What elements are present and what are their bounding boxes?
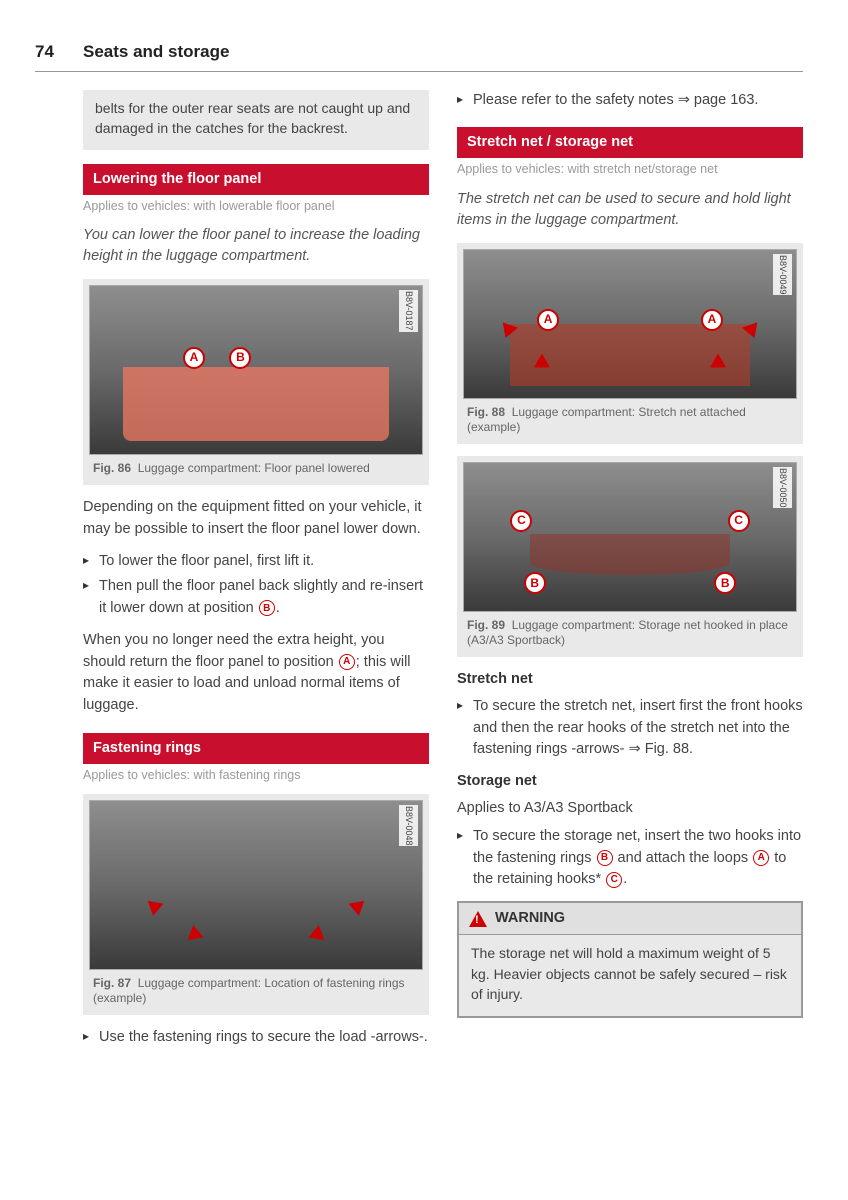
badge-a-icon: A — [701, 309, 723, 331]
figure-code: B8V-0050 — [773, 467, 792, 509]
page-number: 74 — [35, 40, 83, 65]
fig-prefix: Fig. 87 — [93, 976, 131, 990]
figure-88-caption: Fig. 88 Luggage compartment: Stretch net… — [463, 399, 797, 438]
fig-caption-text: Luggage compartment: Storage net hooked … — [467, 618, 788, 648]
badge-b-icon: B — [524, 572, 546, 594]
figure-87-caption: Fig. 87 Luggage compartment: Location of… — [89, 970, 423, 1009]
list-item: To secure the storage net, insert the tw… — [457, 826, 803, 891]
fig-prefix: Fig. 88 — [467, 405, 505, 419]
list-item: Then pull the floor panel back slightly … — [83, 576, 429, 620]
list-item: To secure the stretch net, insert first … — [457, 696, 803, 761]
warning-label: WARNING — [495, 908, 565, 929]
applies-to-text: Applies to A3/A3 Sportback — [457, 798, 803, 820]
warning-triangle-icon — [469, 911, 487, 927]
figure-86-caption: Fig. 86 Luggage compartment: Floor panel… — [89, 455, 423, 479]
list-item: Please refer to the safety notes ⇒ page … — [457, 90, 803, 112]
badge-c-icon: C — [728, 510, 750, 532]
text-fragment: . — [623, 871, 627, 887]
badge-b-icon: B — [714, 572, 736, 594]
subheading-storage-net: Storage net — [457, 771, 803, 792]
fig-prefix: Fig. 86 — [93, 461, 131, 475]
figure-code: B8V-0187 — [399, 290, 418, 332]
inline-badge-b-icon: B — [597, 850, 613, 866]
subheading-stretch-net: Stretch net — [457, 669, 803, 690]
applies-to-text: Applies to vehicles: with stretch net/st… — [457, 160, 803, 178]
arrow-icon — [147, 896, 166, 916]
arrow-icon — [741, 319, 758, 337]
section-stretch-net: Stretch net / storage net — [457, 127, 803, 158]
list-item: Use the fastening rings to secure the lo… — [83, 1027, 429, 1049]
right-column: Please refer to the safety notes ⇒ page … — [457, 90, 803, 1053]
fig-caption-text: Luggage compartment: Stretch net attache… — [467, 405, 746, 435]
section-intro: You can lower the floor panel to increas… — [83, 225, 429, 267]
fig-caption-text: Luggage compartment: Location of fasteni… — [93, 976, 405, 1006]
badge-a-icon: A — [537, 309, 559, 331]
arrow-icon — [346, 896, 365, 916]
fig-caption-text: Luggage compartment: Floor panel lowered — [138, 461, 370, 475]
figure-code: B8V-0049 — [773, 254, 792, 296]
chapter-title: Seats and storage — [83, 40, 229, 65]
arrow-icon — [306, 925, 325, 945]
left-column: belts for the outer rear seats are not c… — [83, 90, 429, 1053]
figure-88-image: A A B8V-0049 — [463, 249, 797, 399]
paragraph: Depending on the equipment fitted on you… — [83, 497, 429, 541]
list-item: To lower the floor panel, first lift it. — [83, 551, 429, 573]
figure-89-caption: Fig. 89 Luggage compartment: Storage net… — [463, 612, 797, 651]
figure-87: B8V-0048 Fig. 87 Luggage compartment: Lo… — [83, 794, 429, 1015]
section-intro: The stretch net can be used to secure an… — [457, 189, 803, 231]
figure-89-image: C C B B B8V-0050 — [463, 462, 797, 612]
applies-to-text: Applies to vehicles: with fastening ring… — [83, 766, 429, 784]
warning-box: WARNING The storage net will hold a maxi… — [457, 901, 803, 1018]
fig-prefix: Fig. 89 — [467, 618, 505, 632]
inline-badge-b-icon: B — [259, 600, 275, 616]
section-fastening-rings: Fastening rings — [83, 733, 429, 764]
warning-text: The storage net will hold a maximum weig… — [459, 935, 801, 1016]
figure-86: A B B8V-0187 Fig. 86 Luggage compartment… — [83, 279, 429, 485]
badge-a-icon: A — [183, 347, 205, 369]
arrow-icon — [503, 319, 520, 337]
warning-header: WARNING — [459, 903, 801, 935]
badge-c-icon: C — [510, 510, 532, 532]
inline-badge-a-icon: A — [753, 850, 769, 866]
applies-to-text: Applies to vehicles: with lowerable floo… — [83, 197, 429, 215]
carryover-note: belts for the outer rear seats are not c… — [83, 90, 429, 151]
text-fragment: and attach the loops — [614, 850, 753, 866]
page-header: 74 Seats and storage — [35, 40, 803, 72]
figure-code: B8V-0048 — [399, 805, 418, 847]
figure-86-image: A B B8V-0187 — [89, 285, 423, 455]
two-column-layout: belts for the outer rear seats are not c… — [83, 90, 803, 1053]
badge-b-icon: B — [229, 347, 251, 369]
figure-89: C C B B B8V-0050 Fig. 89 Luggage compart… — [457, 456, 803, 657]
paragraph: When you no longer need the extra height… — [83, 630, 429, 717]
inline-badge-c-icon: C — [606, 872, 622, 888]
arrow-icon — [187, 925, 206, 945]
section-lowering-floor-panel: Lowering the floor panel — [83, 164, 429, 195]
figure-88: A A B8V-0049 Fig. 88 Luggage compartment… — [457, 243, 803, 444]
figure-87-image: B8V-0048 — [89, 800, 423, 970]
inline-badge-a-icon: A — [339, 654, 355, 670]
